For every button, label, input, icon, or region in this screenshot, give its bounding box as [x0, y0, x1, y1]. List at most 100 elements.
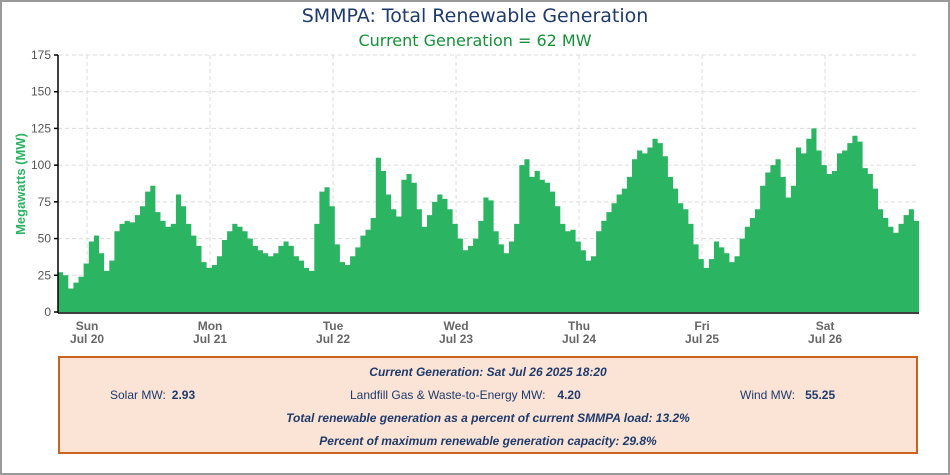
x-tick-date: Jul 24	[562, 332, 596, 346]
data-point	[545, 183, 550, 312]
data-point	[852, 136, 857, 312]
data-point	[176, 195, 181, 313]
data-point	[453, 224, 458, 312]
data-point	[237, 227, 242, 312]
data-point	[289, 246, 294, 312]
data-point	[227, 231, 232, 312]
data-point	[319, 192, 324, 312]
x-tick-day: Wed	[443, 319, 468, 333]
data-point	[325, 187, 330, 312]
data-point	[196, 246, 201, 312]
data-point	[263, 253, 268, 312]
data-point	[632, 159, 637, 312]
data-point	[155, 212, 160, 312]
data-point	[519, 165, 524, 312]
x-tick-day: Sat	[816, 319, 835, 333]
x-tick-day: Sun	[76, 319, 99, 333]
data-point	[750, 218, 755, 312]
data-point	[847, 143, 852, 312]
data-point	[166, 227, 171, 312]
data-point	[786, 198, 791, 313]
data-point	[94, 236, 99, 312]
solar-readout: Solar MW: 2.93	[110, 388, 195, 402]
y-tick-label: 125	[31, 121, 51, 135]
generation-area	[58, 128, 919, 312]
data-point	[842, 151, 847, 313]
data-point	[268, 256, 273, 312]
data-point	[473, 239, 478, 312]
data-point	[745, 227, 750, 312]
data-point	[550, 192, 555, 312]
data-points	[58, 128, 919, 312]
data-point	[801, 153, 806, 312]
data-point	[514, 224, 519, 312]
data-point	[478, 221, 483, 312]
data-point	[863, 168, 868, 312]
y-tick-label: 75	[38, 195, 52, 209]
data-point	[191, 236, 196, 312]
data-point	[109, 261, 114, 312]
data-point	[202, 262, 207, 312]
data-point	[735, 256, 740, 312]
data-point	[868, 174, 873, 312]
data-point	[678, 203, 683, 312]
data-point	[489, 200, 494, 312]
x-tick-day: Tue	[323, 319, 344, 333]
data-point	[724, 253, 729, 312]
x-tick-date: Jul 23	[439, 332, 473, 346]
data-point	[294, 256, 299, 312]
data-point	[827, 174, 832, 312]
data-point	[627, 177, 632, 312]
data-point	[145, 192, 150, 312]
data-point	[760, 186, 765, 312]
data-point	[612, 203, 617, 312]
data-point	[781, 177, 786, 312]
data-point	[463, 250, 468, 312]
x-tick-date: Jul 25	[685, 332, 719, 346]
data-point	[668, 177, 673, 312]
data-point	[212, 265, 217, 312]
data-point	[688, 224, 693, 312]
chart-title: SMMPA: Total Renewable Generation	[301, 5, 649, 27]
data-point	[509, 242, 514, 313]
data-point	[504, 253, 509, 312]
data-point	[314, 224, 319, 312]
y-tick-label: 175	[31, 48, 51, 62]
data-point	[258, 250, 263, 312]
data-point	[417, 209, 422, 312]
x-tick-day: Thu	[568, 319, 590, 333]
data-point	[171, 224, 176, 312]
data-point	[58, 272, 63, 312]
data-point	[560, 224, 565, 312]
data-point	[883, 218, 888, 312]
x-tick-date: Jul 26	[808, 332, 842, 346]
data-point	[622, 189, 627, 312]
y-tick-label: 150	[31, 85, 51, 99]
y-tick-label: 100	[31, 158, 51, 172]
y-axis-label: Megawatts (MW)	[13, 133, 28, 235]
data-point	[381, 171, 386, 312]
y-tick-label: 0	[44, 305, 51, 319]
data-point	[704, 268, 709, 312]
data-point	[73, 283, 78, 312]
data-point	[278, 246, 283, 312]
data-point	[299, 261, 304, 312]
data-point	[740, 239, 745, 312]
data-point	[714, 242, 719, 313]
data-point	[709, 259, 714, 312]
data-point	[817, 151, 822, 313]
data-point	[530, 177, 535, 312]
data-point	[914, 221, 919, 312]
data-point	[535, 171, 540, 312]
data-point	[494, 231, 499, 312]
data-point	[248, 239, 253, 312]
data-point	[673, 189, 678, 312]
data-point	[909, 209, 914, 312]
data-point	[591, 256, 596, 312]
wind-value: 55.25	[805, 388, 836, 402]
data-point	[873, 189, 878, 312]
data-point	[555, 206, 560, 312]
data-point	[243, 231, 248, 312]
data-point	[448, 209, 453, 312]
